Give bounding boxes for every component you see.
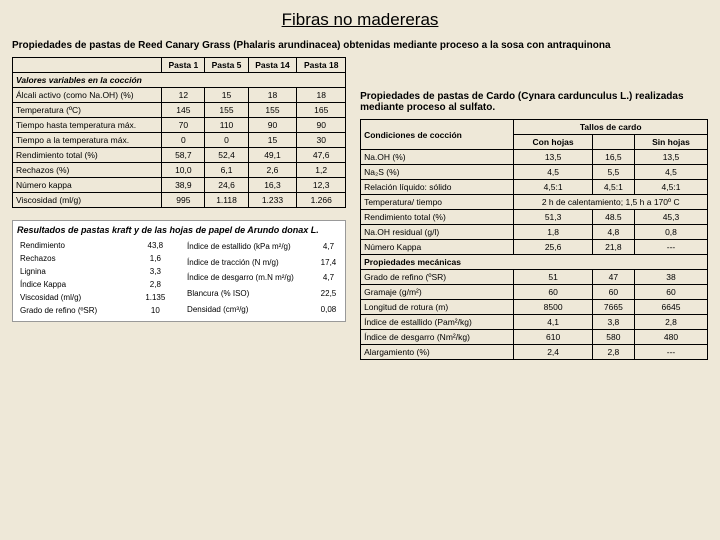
table-arundo: Resultados de pastas kraft y de las hoja… <box>12 220 346 322</box>
table-reed-canary: Pasta 1Pasta 5Pasta 14Pasta 18 Valores v… <box>12 57 346 208</box>
desc-cardo: Propiedades de pastas de Cardo (Cynara c… <box>360 91 708 113</box>
table-cardo: Condiciones de cocciónTallos de cardo Co… <box>360 119 708 360</box>
page-title: Fibras no madereras <box>12 10 708 30</box>
subtitle-1: Propiedades de pastas de Reed Canary Gra… <box>12 40 708 51</box>
